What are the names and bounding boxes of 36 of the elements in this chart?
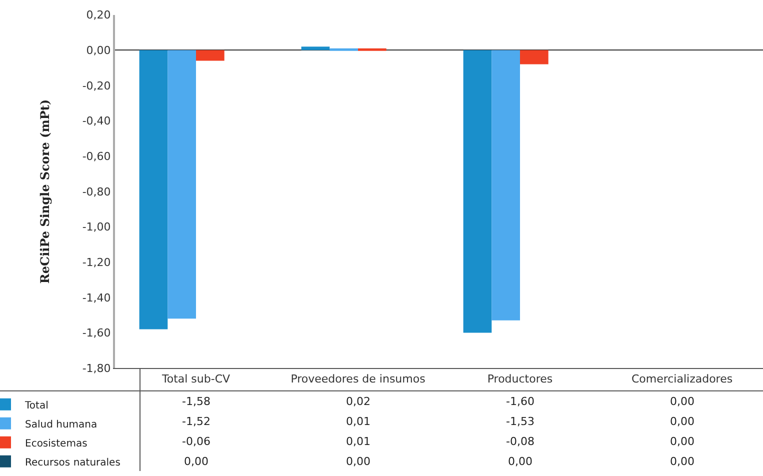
data-label: 0,00	[508, 455, 532, 468]
y-tick-label: -0,60	[82, 150, 111, 163]
y-tick-label: -1,00	[82, 220, 111, 234]
x-tick-label: Total sub-CV	[160, 372, 230, 386]
x-tick-label: Proveedores de insumos	[290, 372, 426, 386]
data-label: 0,01	[346, 435, 370, 448]
data-label: -1,60	[506, 395, 534, 408]
data-label: 0,00	[670, 395, 694, 408]
y-axis-title: ReCiiPe Single Score (mPt)	[38, 99, 52, 284]
y-tick-label: 0,00	[86, 44, 111, 58]
data-label: 0,00	[670, 415, 694, 428]
legend-label: Salud humana	[25, 419, 98, 430]
data-label: -1,52	[182, 415, 210, 428]
y-tick-label: 0,20	[86, 8, 111, 22]
data-label: -1,53	[506, 415, 534, 428]
data-label: 0,02	[346, 395, 370, 408]
data-label: -0,06	[182, 435, 210, 448]
y-tick-label: -0,20	[82, 79, 111, 92]
data-label: 0,00	[670, 455, 694, 468]
data-label: -0,08	[506, 435, 534, 448]
y-tick-label: -1,40	[82, 291, 111, 304]
y-tick-label: -1,20	[82, 256, 111, 269]
data-label: 0,01	[346, 415, 370, 428]
legend-label: Total	[24, 400, 48, 412]
legend-label: Ecosistemas	[25, 438, 88, 450]
data-label: 0,00	[184, 455, 208, 468]
y-tick-label: -0,40	[82, 114, 111, 128]
y-tick-label: -0,80	[82, 185, 111, 198]
data-label: 0,00	[346, 455, 370, 468]
x-tick-label: Comercializadores	[631, 372, 733, 386]
y-tick-label: -1,60	[82, 326, 111, 340]
y-tick-label: -1,80	[82, 362, 111, 375]
x-tick-label: Productores	[487, 372, 553, 386]
data-label: -1,58	[182, 395, 210, 408]
legend-label: Recursos naturales	[25, 457, 120, 468]
data-label: 0,00	[670, 435, 694, 448]
